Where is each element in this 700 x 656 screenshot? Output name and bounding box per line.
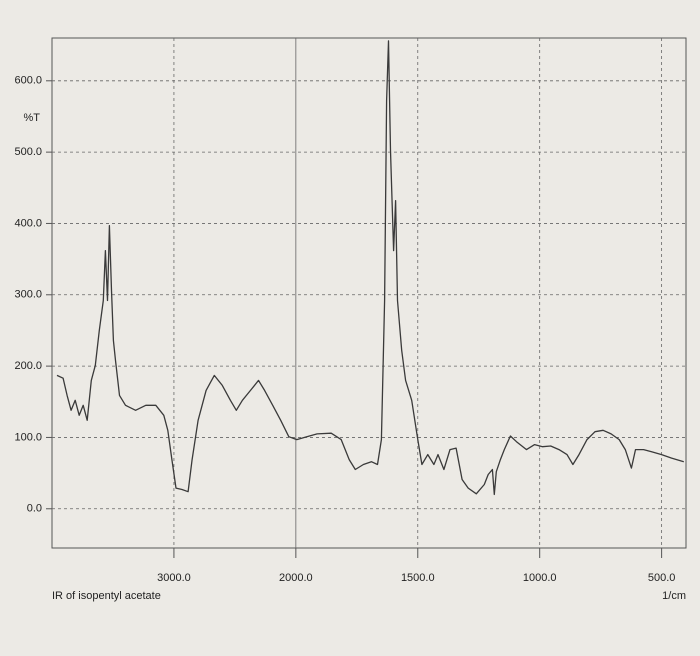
x-tick-label: 3000.0 (157, 572, 191, 584)
x-axis-label: 1/cm (662, 590, 686, 602)
y-tick-label: 600.0 (14, 75, 42, 87)
y-axis-label: %T (24, 112, 41, 124)
chart-title: IR of isopentyl acetate (52, 590, 161, 602)
x-tick-label: 500.0 (648, 572, 676, 584)
spectrum-line (56, 40, 684, 496)
y-tick-label: 0.0 (27, 503, 42, 515)
y-tick-label: 400.0 (14, 217, 42, 229)
y-tick-label: 200.0 (14, 360, 42, 372)
y-tick-label: 100.0 (14, 431, 42, 443)
plot-frame (51, 37, 687, 549)
x-tick-label: 1000.0 (523, 572, 557, 584)
x-tick-label: 1500.0 (401, 572, 435, 584)
x-tick-label: 2000.0 (279, 572, 313, 584)
y-tick-label: 300.0 (14, 289, 42, 301)
y-tick-label: 500.0 (14, 146, 42, 158)
